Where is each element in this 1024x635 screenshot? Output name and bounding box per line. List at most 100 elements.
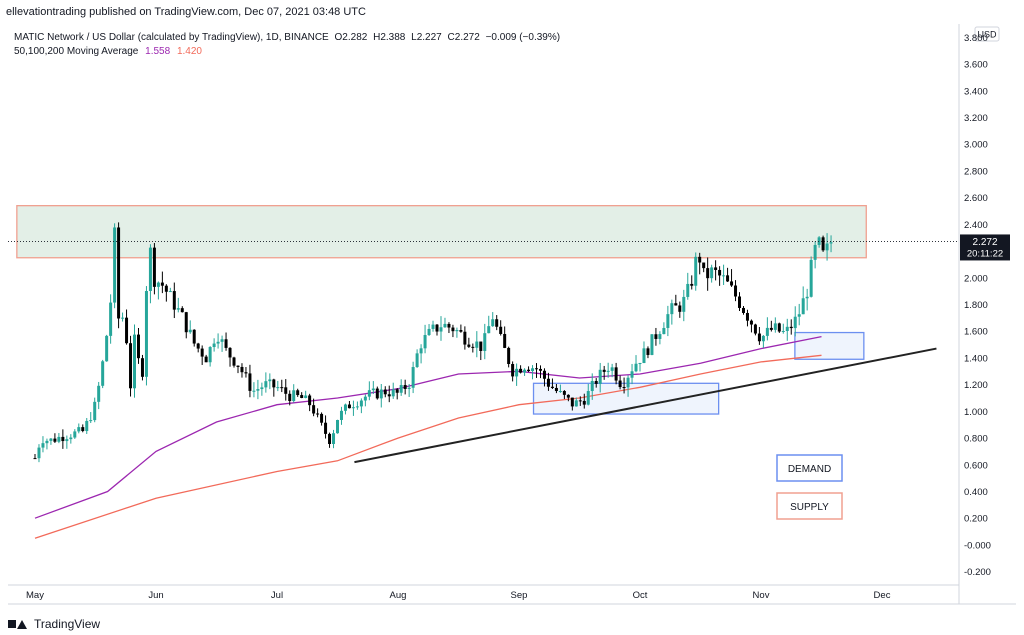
- candle-body: [435, 324, 439, 332]
- candle-body: [260, 387, 264, 390]
- candle-body: [761, 335, 765, 342]
- demand-legend-box: DEMAND: [776, 454, 843, 482]
- candle-body: [475, 341, 479, 348]
- candle-body: [690, 283, 694, 286]
- candle-body: [570, 397, 574, 407]
- price-tick-label: 2.600: [964, 193, 988, 204]
- candle-body: [769, 327, 773, 330]
- candle-body: [312, 405, 316, 414]
- ohlc-o-label: O: [335, 32, 343, 43]
- price-tick-label: 2.400: [964, 220, 988, 231]
- candle-body: [519, 368, 523, 373]
- candle-body: [320, 413, 324, 423]
- candle-body: [535, 368, 539, 370]
- candle-body: [706, 268, 710, 279]
- candle-body: [825, 243, 829, 251]
- candle-body: [523, 369, 527, 373]
- candle-body: [614, 367, 618, 381]
- candle-body: [459, 330, 463, 332]
- price-tick-label: 3.600: [964, 60, 988, 71]
- tradingview-logo[interactable]: TradingView: [8, 617, 100, 631]
- candle-body: [821, 237, 825, 251]
- candle-body: [248, 373, 252, 391]
- candle-body: [101, 361, 105, 386]
- candle-body: [618, 380, 622, 388]
- ohlc-o-value: 2.282: [342, 32, 367, 43]
- candle-body: [288, 393, 292, 402]
- candle-body: [678, 305, 682, 312]
- candle-body: [654, 334, 658, 339]
- candle-body: [797, 314, 801, 317]
- last-price-value: 2.272: [972, 237, 997, 248]
- candle-body: [630, 371, 634, 378]
- candles-layer: [33, 222, 833, 463]
- candle-body: [224, 339, 228, 348]
- price-tick-label: 3.200: [964, 113, 988, 124]
- candle-body: [136, 334, 140, 359]
- candle-body: [781, 331, 785, 333]
- price-tick-label: 0.600: [964, 460, 988, 471]
- candle-body: [208, 347, 212, 363]
- candle-body: [638, 363, 642, 365]
- candle-body: [395, 389, 399, 393]
- candle-body: [419, 348, 423, 354]
- candle-body: [694, 256, 698, 286]
- moving-averages-layer: [34, 335, 822, 539]
- candle-body: [252, 390, 256, 392]
- candle-body: [590, 380, 594, 392]
- candle-body: [546, 378, 550, 387]
- candle-body: [773, 323, 777, 330]
- last-price-tag: 2.272 20:11:22: [960, 234, 1010, 261]
- candle-body: [674, 303, 678, 306]
- candle-body: [73, 431, 77, 438]
- candle-body: [785, 326, 789, 332]
- candle-body: [411, 367, 415, 388]
- candle-body: [491, 319, 495, 327]
- price-tick-label: 1.800: [964, 300, 988, 311]
- ma-line-1: [34, 335, 822, 519]
- candle-body: [730, 281, 734, 286]
- price-tick-label: 0.400: [964, 487, 988, 498]
- candle-body: [168, 291, 172, 293]
- time-axis[interactable]: May Jun Jul Aug Sep Oct Nov Dec: [26, 590, 891, 601]
- demand-zone-2: [794, 331, 865, 360]
- candle-body: [61, 436, 65, 442]
- price-axis[interactable]: 3.800 3.600 3.400 3.200 3.000 2.800 2.600 2.400…: [964, 33, 991, 578]
- candle-body: [610, 367, 614, 371]
- candle-body: [264, 381, 268, 388]
- price-tick-label: 1.000: [964, 407, 988, 418]
- candle-body: [53, 438, 57, 442]
- candle-body: [212, 343, 216, 348]
- candle-body: [646, 348, 650, 355]
- candle-body: [296, 390, 300, 396]
- candle-body: [69, 437, 73, 440]
- candle-body: [598, 369, 602, 384]
- candle-body: [495, 319, 499, 327]
- candle-body: [391, 389, 395, 397]
- symbol-line: MATIC Network / US Dollar (calculated by…: [14, 32, 329, 43]
- trendline-layer: [354, 347, 937, 464]
- candle-body: [702, 262, 706, 269]
- candle-body: [809, 259, 813, 297]
- ohlc-h-value: 2.388: [380, 32, 405, 43]
- currency-badge[interactable]: [974, 26, 1000, 42]
- time-tick-label: Dec: [874, 590, 891, 601]
- time-tick-label: Nov: [753, 590, 770, 601]
- candle-body: [216, 341, 220, 344]
- candle-body: [292, 390, 296, 402]
- tradingview-icon: [8, 618, 28, 630]
- price-tick-label: 2.000: [964, 273, 988, 284]
- candle-body: [220, 339, 224, 342]
- candle-body: [451, 327, 455, 332]
- candle-body: [777, 323, 781, 332]
- candle-body: [188, 329, 192, 333]
- candle-body: [789, 326, 793, 329]
- candle-body: [558, 391, 562, 393]
- ma200-value: 1.420: [177, 46, 202, 57]
- candle-body: [423, 335, 427, 349]
- candle-body: [268, 379, 272, 382]
- candle-body: [33, 458, 37, 460]
- candle-body: [622, 387, 626, 389]
- candle-body: [383, 389, 387, 395]
